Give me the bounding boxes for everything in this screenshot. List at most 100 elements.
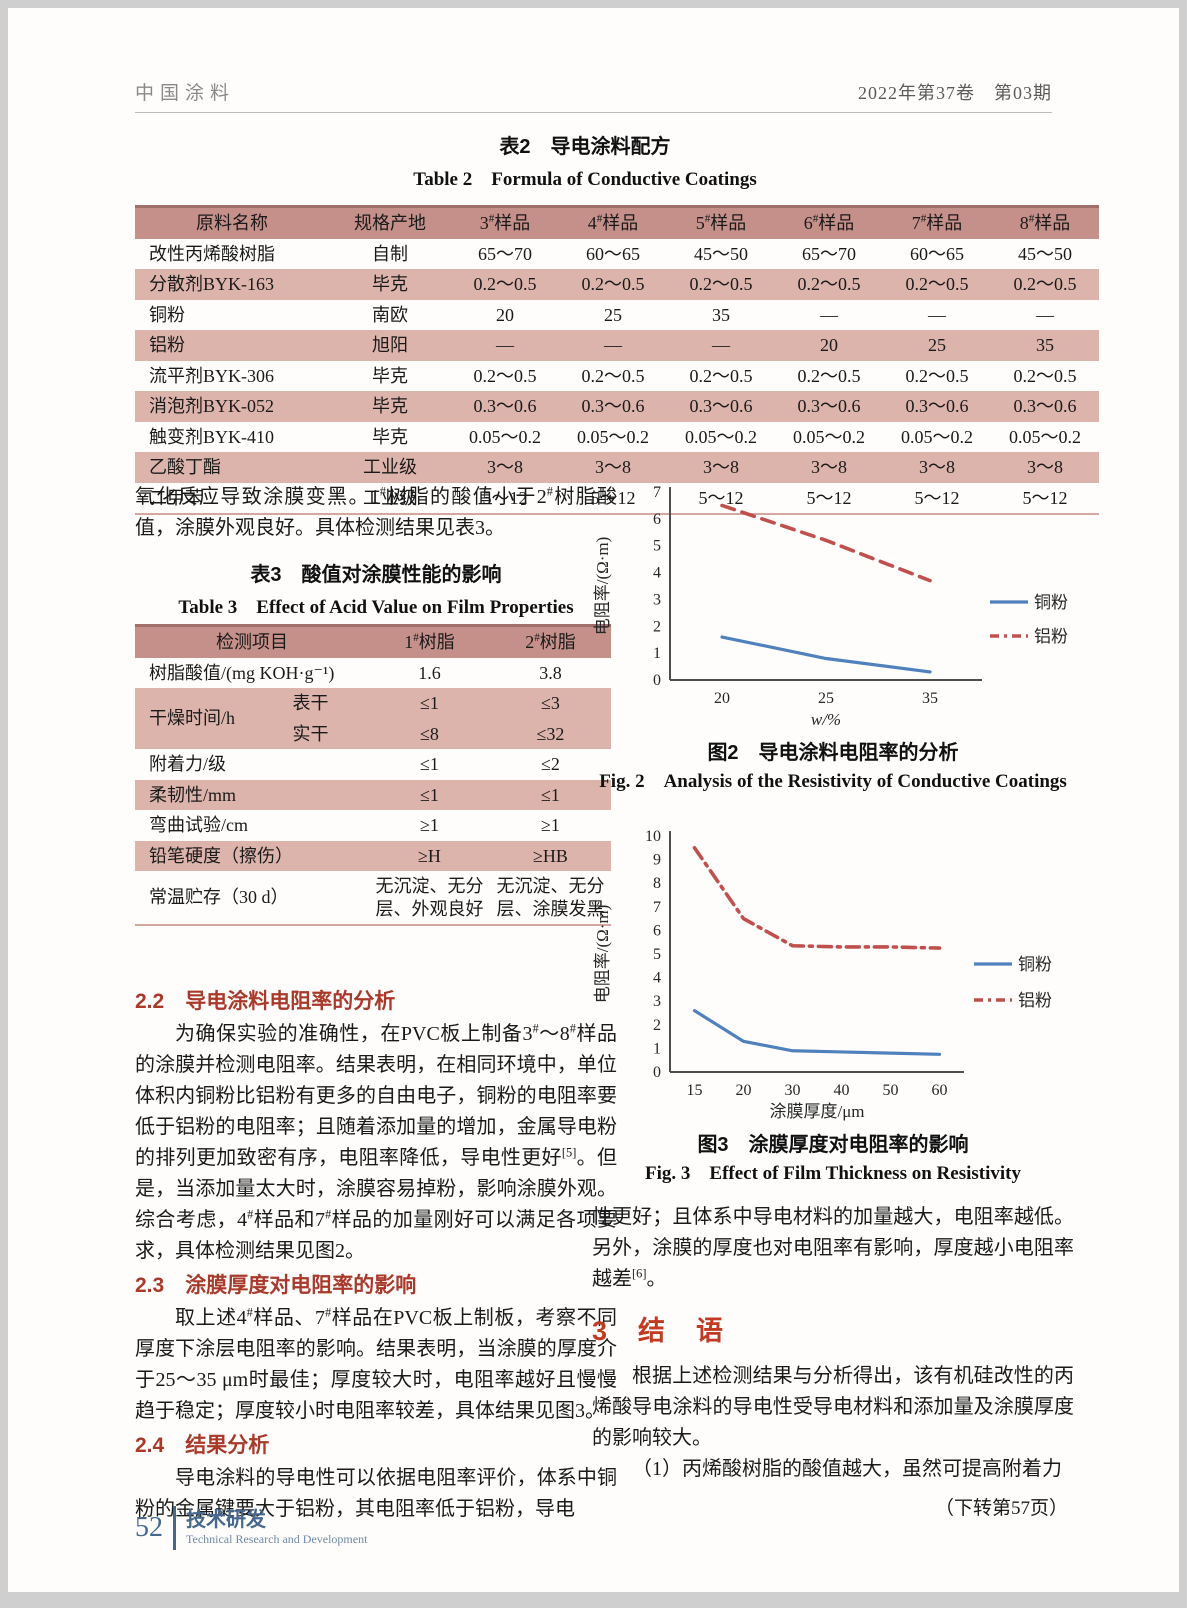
table2-cell: 5～12 <box>482 487 528 508</box>
table2-cell: 60～65 <box>910 243 964 264</box>
table2-cell: 25 <box>928 335 946 355</box>
legend-label: 铜粉 <box>1018 955 1052 974</box>
figure-3-caption-cn: 图3 涂膜厚度对电阻率的影响 <box>697 1134 969 1156</box>
table3-cell: 无沉淀、无分层、涂膜发黑 <box>496 876 605 919</box>
legend-label: 铝粉 <box>1018 991 1052 1010</box>
journal-name: 中国涂料 <box>135 83 236 104</box>
table2-cell: 3～8 <box>703 457 739 477</box>
table2-cell: 0.3～0.6 <box>689 396 753 416</box>
y-tick-label: 9 <box>653 852 661 869</box>
table2-cell: 0.2～0.5 <box>689 365 753 386</box>
table3-header-row: 检测项目 1#树脂 2#树脂 <box>135 625 611 658</box>
table2-row: 流平剂BYK-306 毕克 0.2～0.5 0.2～0.5 0.2～0.5 0.2～0.5… <box>135 361 1099 392</box>
footer-section-cn: 技术研发 <box>186 1509 266 1531</box>
table3-row: 常温贮存（30 d） 无沉淀、无分层、外观良好 无沉淀、无分层、涂膜发黑 <box>135 871 611 925</box>
table2-cell: 毕克 <box>372 274 408 294</box>
table2-cell: 毕克 <box>372 365 408 386</box>
table2-cell: 0.2～0.5 <box>797 365 861 386</box>
table3-cell: 表干 <box>292 693 329 713</box>
section-2-4-continuation: 性更好；且体系中导电材料的加量越大，电阻率越低。另外，涂膜的厚度也对电阻率有影响… <box>592 1206 1074 1290</box>
table2-header-cell: 3#样品 <box>479 213 531 233</box>
table3-cell: ≤1 <box>420 693 439 713</box>
table3-cell: 柔韧性/mm <box>149 784 237 805</box>
table3-cell: ≤2 <box>541 754 560 774</box>
header-rule <box>135 112 1052 113</box>
x-tick-label: 50 <box>883 1082 899 1099</box>
y-tick-label: 7 <box>653 484 661 501</box>
table2-cell: 0.2～0.5 <box>581 274 645 294</box>
table2-cell: 0.2～0.5 <box>1013 365 1077 386</box>
table2-row: 铝粉 旭阳 — — — 20 25 35 <box>135 330 1099 361</box>
table2-cell: 20 <box>820 335 838 355</box>
table2-cell: 毕克 <box>372 396 408 416</box>
x-tick-label: 20 <box>736 1082 752 1099</box>
x-axis-label: w/% <box>811 710 841 729</box>
table2-cell: 45～50 <box>1018 243 1072 264</box>
left-column: 氧化反应导致涂膜变黑。1#树脂的酸值小于2#树脂酸值，涂膜外观良好。具体检测结果… <box>135 482 617 1525</box>
table2-cell: 45～50 <box>694 243 748 264</box>
table2-cell: — <box>1036 304 1054 325</box>
table3-header-cell: 2#树脂 <box>525 632 576 652</box>
table2-cell: 0.05～0.2 <box>793 426 865 447</box>
table3-cell: 附着力/级 <box>149 754 227 774</box>
page-footer: 52 技术研发 Technical Research and Developme… <box>135 1506 367 1550</box>
table3-cell: 1.6 <box>418 662 441 683</box>
table2-header-cell: 原料名称 <box>196 213 268 233</box>
table2-cell: 0.05～0.2 <box>469 426 541 447</box>
table2-cell: 0.3～0.6 <box>797 396 861 416</box>
table3-row: 铅笔硬度（擦伤） ≥H ≥HB <box>135 840 611 871</box>
table3-cell: ≥1 <box>420 815 439 835</box>
table3-cell: ≤8 <box>420 723 439 744</box>
y-tick-label: 0 <box>653 672 661 689</box>
table2-row: 改性丙烯酸树脂 自制 65～70 60～65 45～50 65～70 60～65 45～50 <box>135 239 1099 270</box>
table2-cell: 0.2～0.5 <box>689 274 753 294</box>
table2-cell: 铝粉 <box>149 335 185 355</box>
legend-label: 铝粉 <box>1034 627 1068 646</box>
y-tick-label: 6 <box>653 511 661 528</box>
y-tick-label: 3 <box>653 591 661 608</box>
table2-header-row: 原料名称 规格产地 3#样品 4#样品 5#样品 6#样品 7#样品 8#样品 <box>135 206 1099 239</box>
table2-cell: 触变剂BYK-410 <box>149 426 274 447</box>
x-tick-label: 25 <box>818 690 834 707</box>
section-2-4-heading: 2.4 结果分析 <box>135 1434 270 1457</box>
table2-cell: 25 <box>604 304 622 325</box>
figure-2-caption: 图2 导电涂料电阻率的分析 Fig. 2 Analysis of the Res… <box>592 741 1074 794</box>
table2-cell: 0.05～0.2 <box>685 426 757 447</box>
table2-cell: 流平剂BYK-306 <box>149 365 274 386</box>
legend-label: 铜粉 <box>1034 593 1068 612</box>
section-2-4-body: 导电涂料的导电性可以依据电阻率评价，体系中铜粉的金属键要大于铝粉，其电阻率低于铝… <box>135 1467 617 1520</box>
table3-cell: ≤1 <box>420 754 439 774</box>
table2-cell: 旭阳 <box>372 335 408 355</box>
x-tick-label: 60 <box>932 1082 948 1099</box>
table3-header-cell: 检测项目 <box>216 632 288 652</box>
table2-cell: 改性丙烯酸树脂 <box>149 243 275 264</box>
table2-row: 分散剂BYK-163 毕克 0.2～0.5 0.2～0.5 0.2～0.5 0.2～0.5… <box>135 269 1099 300</box>
table3-row: 附着力/级 ≤1 ≤2 <box>135 749 611 780</box>
table2-cell: 消泡剂BYK-052 <box>149 396 274 416</box>
y-tick-label: 7 <box>653 899 661 916</box>
table3-title-en: Table 3 Effect of Acid Value on Film Pro… <box>178 597 574 618</box>
table2-cell: 0.3～0.6 <box>905 396 969 416</box>
right-column: 0 1 2 3 4 5 6 7 20 25 35 w/% 电阻率/(Ω·m) 铜粉 铝粉 图2 导电涂料电阻… <box>592 478 1074 1520</box>
series-line-铝粉 <box>720 503 932 583</box>
y-axis-label: 电阻率/(Ω·m) <box>593 905 612 1004</box>
table2-cell: 35 <box>1036 335 1054 355</box>
table3-cell: 干燥时间/h <box>149 708 236 729</box>
table2-row: 二甲苯 工业级 5～12 5～12 5～12 5～12 5～12 5～12 <box>135 483 1099 515</box>
y-tick-label: 1 <box>653 645 661 662</box>
series-line-铜粉 <box>692 1009 942 1056</box>
table2-cell: 20 <box>496 304 514 325</box>
table3-row: 干燥时间/h 表干 ≤1 ≤3 <box>135 688 611 728</box>
table2-cell: 0.2～0.5 <box>581 365 645 386</box>
table3-cell: 常温贮存（30 d） <box>149 887 289 908</box>
table2-cell: 自制 <box>372 243 408 264</box>
table2-header-cell: 8#样品 <box>1019 213 1071 233</box>
table2-cell: 分散剂BYK-163 <box>149 274 274 294</box>
continued-on-page-note: （下转第57页） <box>934 1498 1068 1519</box>
figure-3-caption-en: Fig. 3 Effect of Film Thickness on Resis… <box>645 1163 1021 1184</box>
table3-cell: 铅笔硬度（擦伤） <box>149 845 293 866</box>
footer-section: 技术研发 Technical Research and Development <box>186 1509 367 1547</box>
table2-section: 表2 导电涂料配方 Table 2 Formula of Conductive … <box>135 130 1099 515</box>
table3-cell: 树脂酸值/(mg KOH·g⁻¹) <box>149 662 335 683</box>
table3-cell: 3.8 <box>539 662 562 683</box>
